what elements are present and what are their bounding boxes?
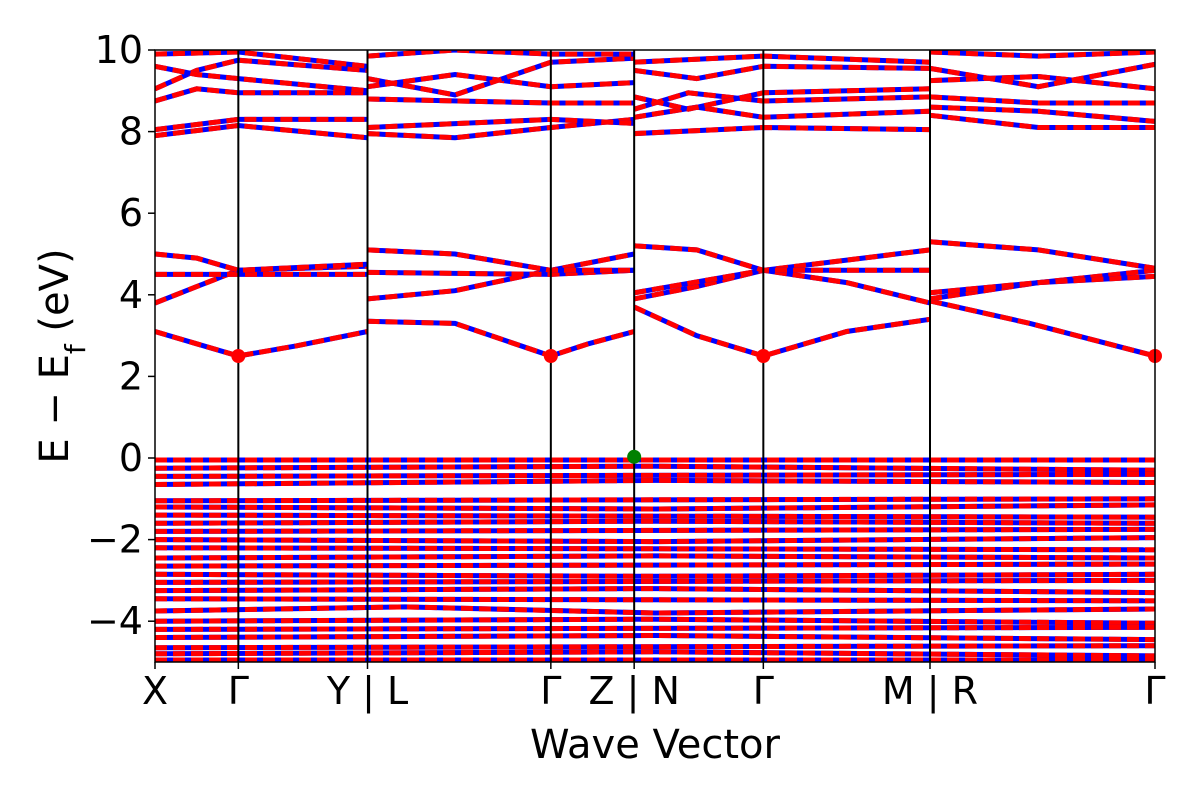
x-tick-label-2: Y | L	[326, 669, 408, 714]
y-tick-label-7: −4	[87, 599, 143, 643]
band-6-spin-up	[155, 251, 368, 273]
band-12-spin-up	[634, 243, 930, 273]
band-62-spin-up	[155, 649, 1155, 659]
band-34-spin-up	[929, 112, 1155, 130]
band-59-spin-up	[155, 624, 1155, 632]
vbm-marker-0	[627, 449, 642, 464]
bands-layer	[155, 50, 1155, 662]
cbm-marker-1	[543, 349, 558, 363]
band-14-spin-up	[929, 273, 1155, 296]
x-axis-label: Wave Vector	[530, 722, 781, 768]
band-51-spin-up	[155, 553, 1155, 561]
band-0-spin-up	[155, 329, 368, 359]
x-tick-label-5: Γ	[753, 669, 774, 713]
band-50-spin-up	[155, 545, 1155, 553]
band-54-spin-up	[155, 577, 1155, 585]
plot-frame	[154, 49, 1156, 663]
band-27-spin-up	[367, 50, 635, 59]
band-3-spin-up	[929, 298, 1155, 359]
y-ticks: 10 8 6 4 2 0 −2 −4	[87, 28, 155, 643]
band-49-spin-up	[155, 535, 1155, 545]
band-9-spin-up	[367, 247, 635, 273]
band-43-spin-up	[155, 477, 1155, 487]
y-axis-label-main: E − E	[32, 354, 78, 464]
band-20-spin-up	[155, 63, 368, 94]
cbm-marker-0	[231, 349, 246, 363]
band-7-spin-up	[367, 251, 635, 302]
band-61-spin-up	[155, 643, 1155, 651]
band-47-spin-up	[155, 518, 1155, 526]
x-tick-label-7: Γ	[1144, 669, 1165, 713]
band-38-spin-up	[929, 61, 1155, 90]
y-tick-label-4: 2	[119, 354, 143, 398]
band-39-spin-up	[929, 50, 1155, 59]
x-tick-label-4: Z | N	[588, 669, 679, 714]
x-tick-label-1: Γ	[228, 669, 249, 713]
y-tick-label-5: 0	[119, 436, 143, 480]
x-tick-label-6: M | R	[882, 669, 978, 714]
band-44-spin-up	[155, 496, 1155, 504]
band-42-spin-up	[155, 471, 1155, 479]
plot-area	[155, 50, 1155, 662]
band-31-spin-up	[633, 86, 931, 112]
band-46-spin-up	[155, 512, 1155, 520]
band-52-spin-up	[155, 561, 1155, 569]
extrema-markers	[231, 349, 1162, 464]
y-axis-label: E − Ef (eV)	[32, 248, 92, 463]
band-60-spin-up	[155, 632, 1155, 643]
x-tick-label-0: X	[142, 669, 168, 713]
band-18-spin-up	[155, 86, 368, 104]
y-axis-label-subscript: f	[59, 343, 92, 354]
band-29-spin-up	[633, 104, 931, 120]
y-tick-label-1: 8	[119, 110, 143, 154]
band-26-spin-up	[367, 55, 635, 98]
y-tick-label-2: 6	[119, 191, 143, 235]
x-tick-label-3: Γ	[540, 669, 561, 713]
cbm-marker-2	[756, 349, 771, 363]
band-15-spin-up	[929, 239, 1155, 271]
band-58-spin-up	[155, 616, 1155, 626]
band-19-spin-up	[155, 57, 368, 92]
y-tick-label-6: −2	[87, 518, 143, 562]
band-35-spin-up	[929, 104, 1155, 124]
y-tick-label-0: 10	[95, 28, 143, 72]
band-48-spin-up	[155, 526, 1155, 534]
band-36-spin-up	[929, 94, 1155, 106]
band-2-spin-up	[633, 304, 931, 359]
band-55-spin-up	[155, 586, 1155, 596]
band-53-spin-up	[155, 571, 1155, 579]
band-32-spin-up	[633, 63, 931, 82]
y-axis-label-unit: (eV)	[32, 248, 78, 344]
band-37-spin-up	[929, 73, 1155, 92]
x-ticks: X Γ Y | L Γ Z | N Γ M | R Γ	[142, 662, 1166, 714]
band-56-spin-up	[155, 596, 1155, 604]
y-tick-label-3: 4	[119, 273, 143, 317]
band-45-spin-up	[155, 502, 1155, 512]
band-41-spin-up	[155, 463, 1155, 473]
band-57-spin-down	[155, 604, 1155, 616]
